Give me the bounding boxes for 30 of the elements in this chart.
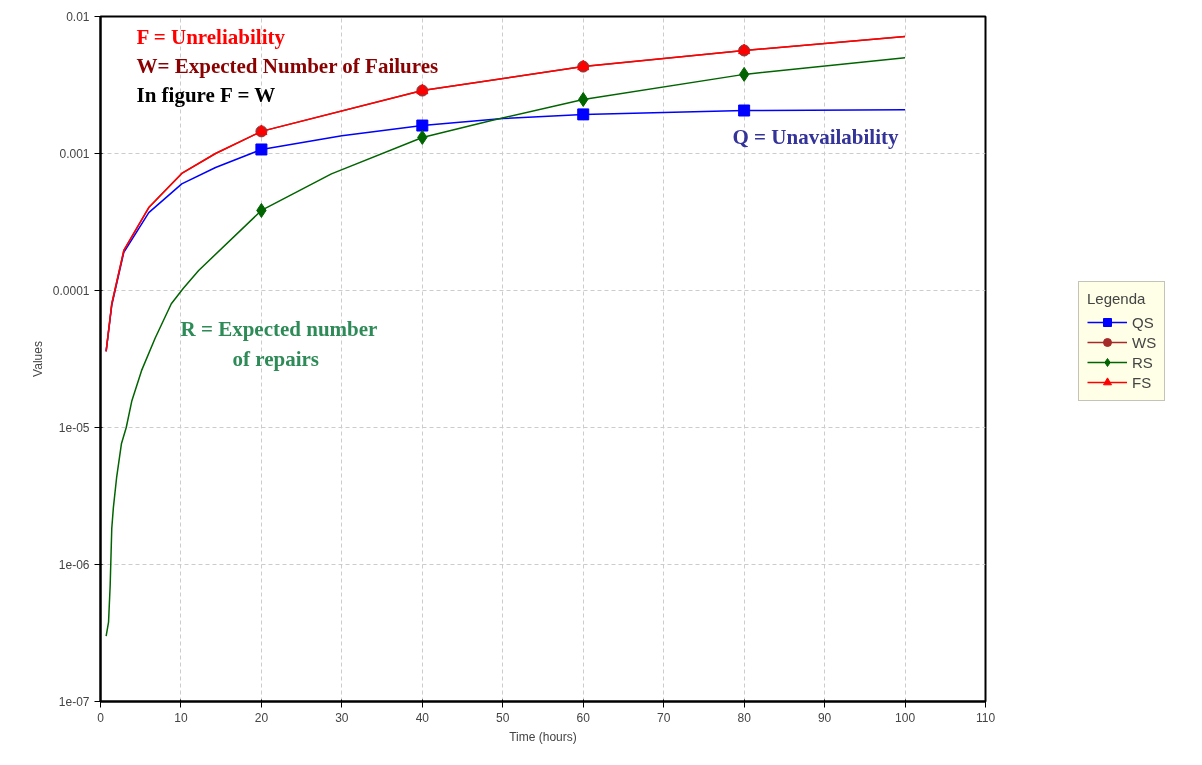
legend-label: WS: [1132, 333, 1157, 351]
x-axis-title: Time (hours): [509, 729, 577, 744]
y-tick-label: 0.01: [66, 10, 90, 24]
annotation: R = Expected number of repairs: [180, 316, 378, 371]
y-tick-label: 0.001: [59, 147, 90, 161]
legend-label: RS: [1132, 353, 1153, 371]
x-tick-label: 10: [174, 710, 188, 725]
annotation: F = Unreliability: [136, 24, 286, 49]
annotation: Q = Unavailability: [732, 124, 899, 149]
x-tick-label: 80: [737, 710, 752, 725]
annotation: W= Expected Number of Failures: [136, 53, 439, 78]
legend-label: QS: [1132, 313, 1154, 331]
x-tick-label: 90: [817, 710, 832, 725]
x-tick-label: 110: [975, 710, 996, 725]
x-tick-label: 100: [895, 710, 916, 725]
x-tick-label: 50: [496, 710, 510, 725]
annotation: In figure F = W: [136, 82, 276, 107]
y-axis-title: Values: [30, 341, 45, 377]
x-tick-label: 40: [415, 710, 430, 725]
x-tick-label: 60: [576, 710, 591, 725]
x-tick-label: 70: [657, 710, 671, 725]
y-tick-label: 0.0001: [52, 284, 90, 298]
y-tick-label: 1e-06: [58, 558, 90, 572]
legend-label: FS: [1132, 373, 1152, 391]
legend-title: Legenda: [1087, 290, 1147, 307]
x-tick-label: 20: [254, 710, 269, 725]
y-tick-label: 1e-05: [58, 421, 90, 435]
x-tick-label: 0: [97, 710, 105, 725]
y-tick-label: 1e-07: [58, 695, 90, 709]
x-tick-label: 30: [335, 710, 349, 725]
